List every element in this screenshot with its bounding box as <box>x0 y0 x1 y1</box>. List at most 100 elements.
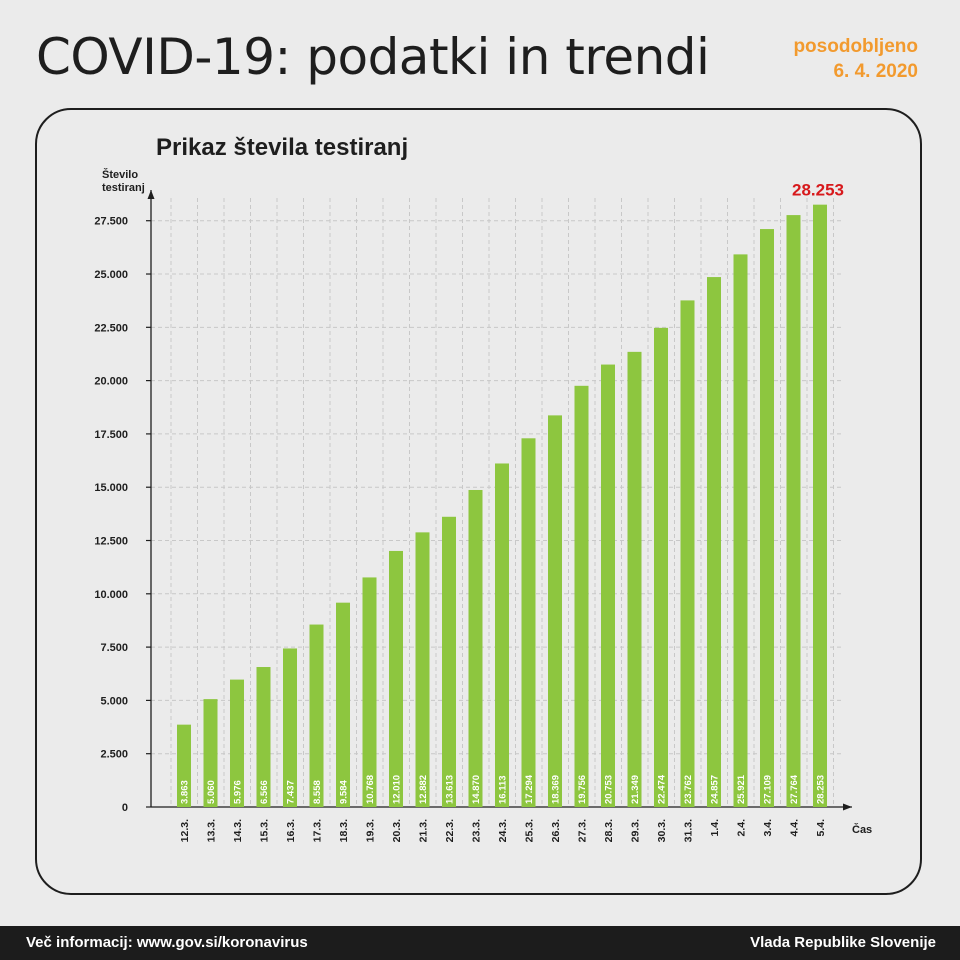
y-tick-label: 22.500 <box>94 322 128 334</box>
bar <box>468 489 483 807</box>
y-tick-label: 17.500 <box>94 429 128 441</box>
bar <box>707 277 721 807</box>
bar-value-label: 5.060 <box>206 780 217 804</box>
x-tick-label: 2.4. <box>736 819 748 837</box>
bar <box>230 679 244 807</box>
x-tick-label: 13.3. <box>206 819 218 842</box>
bar <box>442 516 456 807</box>
x-tick-label: 21.3. <box>418 819 430 842</box>
bar-value-label: 22.474 <box>657 774 668 804</box>
y-tick-label: 7.500 <box>100 642 128 654</box>
bar <box>680 300 695 807</box>
bar <box>813 204 827 807</box>
bar <box>203 699 218 807</box>
bar <box>601 364 615 807</box>
x-axis-arrow <box>843 803 852 811</box>
x-tick-label: 22.3. <box>444 819 456 842</box>
bar-value-label: 18.369 <box>551 775 562 804</box>
y-tick-label: 2.500 <box>100 749 128 761</box>
y-tick-label: 10.000 <box>94 589 128 601</box>
x-tick-label: 1.4. <box>709 819 721 837</box>
bar-value-label: 7.437 <box>286 780 297 804</box>
bar <box>654 327 668 807</box>
y-axis-arrow <box>147 190 155 199</box>
x-tick-label: 27.3. <box>577 819 589 842</box>
y-axis-label: Število testiranj <box>102 168 145 194</box>
bar <box>495 463 509 807</box>
bar <box>733 254 748 808</box>
bar <box>521 438 536 807</box>
footer-org: Vlada Republike Slovenije <box>750 934 936 951</box>
x-tick-label: 23.3. <box>471 819 483 842</box>
updated-label: posodobljeno <box>793 36 918 57</box>
latest-value-highlight: 28.253 <box>792 181 844 200</box>
bar-value-label: 14.870 <box>471 775 482 804</box>
x-tick-label: 15.3. <box>259 819 271 842</box>
bar-value-label: 21.349 <box>630 775 641 804</box>
bar-value-label: 12.010 <box>392 775 403 804</box>
bar-value-label: 20.753 <box>604 775 615 804</box>
y-tick-label: 20.000 <box>94 376 128 388</box>
bar <box>309 624 324 807</box>
bar-value-label: 3.863 <box>180 780 191 804</box>
bar <box>415 532 430 807</box>
x-tick-label: 31.3. <box>683 819 695 842</box>
bar-value-label: 6.566 <box>259 780 270 804</box>
bar <box>786 215 801 808</box>
bar-value-label: 16.113 <box>498 775 509 804</box>
y-tick-label: 15.000 <box>94 482 128 494</box>
bar <box>389 550 403 807</box>
x-tick-label: 26.3. <box>550 819 562 842</box>
bar <box>627 351 642 807</box>
bar-value-label: 13.613 <box>445 775 456 804</box>
bar <box>548 415 562 807</box>
bar-value-label: 9.584 <box>339 780 350 804</box>
y-tick-label: 27.500 <box>94 216 128 228</box>
bar <box>336 602 350 807</box>
bar-value-label: 23.762 <box>683 775 694 804</box>
page-title: COVID-19: podatki in trendi <box>36 28 710 86</box>
bar-value-label: 27.109 <box>763 775 774 804</box>
y-tick-label: 25.000 <box>94 269 128 281</box>
x-tick-label: 16.3. <box>285 819 297 842</box>
bar <box>362 577 377 807</box>
x-tick-label: 17.3. <box>312 819 324 842</box>
bar <box>760 229 774 808</box>
x-tick-label: 28.3. <box>603 819 615 842</box>
updated-date: 6. 4. 2020 <box>833 61 918 82</box>
x-tick-label: 3.4. <box>762 819 774 837</box>
x-tick-label: 20.3. <box>391 819 403 842</box>
update-info: posodobljeno 6. 4. 2020 <box>793 34 918 84</box>
bar-value-label: 10.768 <box>365 775 376 804</box>
bar-value-label: 17.294 <box>524 774 535 804</box>
bar-value-label: 25.921 <box>736 774 747 804</box>
bar <box>256 667 271 807</box>
footer: Več informacij: www.gov.si/koronavirus V… <box>0 926 960 960</box>
x-tick-label: 30.3. <box>656 819 668 842</box>
x-tick-label: 12.3. <box>179 819 191 842</box>
bar-value-label: 24.857 <box>710 775 721 804</box>
bar <box>283 648 297 807</box>
x-tick-label: 24.3. <box>497 819 509 842</box>
bar-value-label: 12.882 <box>418 775 429 804</box>
chart-title: Prikaz števila testiranj <box>156 134 409 161</box>
x-tick-label: 18.3. <box>338 819 350 842</box>
x-tick-label: 19.3. <box>365 819 377 842</box>
bar-value-label: 19.756 <box>577 775 588 804</box>
y-tick-label: 0 <box>122 802 128 814</box>
x-axis-label: Čas <box>852 823 872 836</box>
y-tick-label: 5.000 <box>100 695 128 707</box>
x-tick-label: 14.3. <box>232 819 244 842</box>
footer-info-link[interactable]: Več informacij: www.gov.si/koronavirus <box>26 934 308 951</box>
x-tick-label: 5.4. <box>815 819 827 837</box>
bar-value-label: 27.764 <box>789 774 800 804</box>
bar-value-label: 5.976 <box>233 780 244 804</box>
y-tick-label: 12.500 <box>94 536 128 548</box>
bar-value-label: 8.558 <box>312 780 323 804</box>
x-tick-label: 29.3. <box>630 819 642 842</box>
x-tick-label: 4.4. <box>789 819 801 837</box>
bar-value-label: 28.253 <box>816 775 827 804</box>
x-tick-label: 25.3. <box>524 819 536 842</box>
bar <box>177 724 191 807</box>
